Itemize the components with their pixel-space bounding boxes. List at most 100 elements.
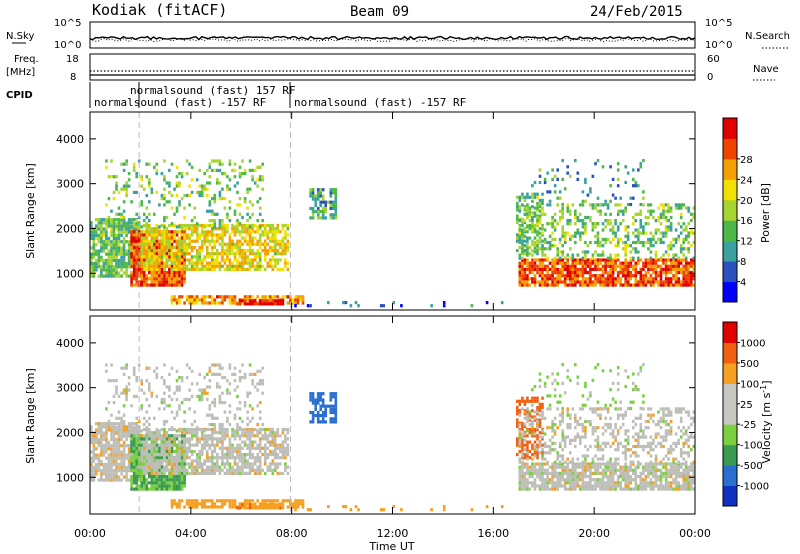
velocity-cell: [200, 468, 204, 472]
power-cell: [198, 190, 201, 194]
velocity-cell: [148, 385, 151, 389]
power-cell: [122, 162, 126, 166]
velocity-cell: [158, 453, 161, 457]
power-cell: [659, 264, 663, 268]
power-cell: [616, 237, 620, 241]
velocity-cell: [236, 471, 239, 475]
velocity-cell: [241, 427, 244, 432]
velocity-cell: [135, 456, 138, 460]
velocity-cell: [321, 420, 325, 424]
power-cell: [553, 264, 557, 268]
velocity-cell: [142, 427, 146, 432]
power-cell: [180, 233, 184, 237]
power-cell: [216, 295, 219, 299]
power-cell: [135, 190, 138, 194]
velocity-cell: [163, 431, 166, 435]
velocity-cell: [193, 434, 196, 438]
velocity-cell: [178, 468, 181, 472]
velocity-cell: [127, 447, 131, 451]
velocity-cell: [253, 385, 257, 389]
power-cell: [690, 277, 693, 281]
power-cell: [536, 267, 539, 271]
power-cell: [208, 209, 212, 213]
velocity-cell: [208, 471, 212, 475]
velocity-cell: [266, 427, 270, 432]
power-cell: [581, 203, 585, 207]
velocity-cell: [107, 456, 111, 460]
power-cell: [647, 261, 650, 265]
power-cell: [634, 180, 638, 185]
colorbar-tick-label: 20: [740, 196, 753, 207]
power-cell: [120, 249, 123, 253]
velocity-cell: [241, 440, 244, 444]
power-cell: [327, 200, 330, 204]
cpid-label: CPID: [6, 90, 33, 101]
power-cell: [566, 261, 569, 265]
power-cell: [170, 298, 174, 302]
power-cell: [596, 237, 600, 241]
velocity-cell: [276, 503, 280, 507]
velocity-cell: [168, 478, 171, 482]
velocity-cell: [246, 471, 249, 475]
velocity-cell: [294, 499, 297, 503]
power-cell: [178, 236, 181, 240]
velocity-cell: [526, 440, 529, 444]
velocity-cell: [261, 503, 264, 507]
power-cell: [518, 277, 522, 281]
power-cell: [145, 175, 149, 179]
power-cell: [211, 227, 214, 231]
power-cell: [135, 172, 138, 176]
power-cell: [125, 224, 128, 228]
velocity-cell: [258, 465, 262, 469]
velocity-cell: [236, 423, 239, 427]
power-cell: [599, 212, 602, 216]
power-cell: [137, 227, 141, 231]
velocity-cell: [324, 404, 327, 408]
power-cell: [211, 249, 214, 253]
velocity-cell: [168, 484, 171, 488]
power-cell: [276, 302, 280, 306]
power-cell: [153, 277, 156, 281]
velocity-cell: [276, 446, 280, 450]
velocity-cell: [291, 505, 295, 509]
velocity-cell: [175, 429, 179, 433]
velocity-cell: [188, 427, 191, 432]
velocity-cell: [206, 440, 209, 444]
power-cell: [100, 230, 103, 234]
power-cell: [211, 230, 214, 234]
power-cell: [599, 202, 602, 207]
velocity-cell: [150, 471, 154, 475]
velocity-cell: [226, 459, 229, 463]
power-cell: [165, 255, 169, 259]
velocity-cell: [183, 427, 186, 432]
velocity-cell: [231, 427, 234, 432]
velocity-cell: [516, 406, 519, 410]
power-cell: [263, 258, 267, 262]
velocity-cell: [150, 468, 154, 472]
power-cell: [591, 267, 595, 271]
power-cell: [148, 283, 151, 287]
power-cell: [132, 239, 136, 243]
velocity-cell: [168, 449, 171, 454]
velocity-cell: [269, 434, 272, 438]
power-cell: [216, 181, 219, 185]
velocity-cell: [132, 471, 136, 475]
power-cell: [226, 227, 229, 231]
velocity-cell: [150, 456, 154, 460]
velocity-cell: [256, 453, 259, 457]
velocity-cell: [163, 434, 166, 438]
velocity-cell: [127, 466, 131, 470]
velocity-cell: [253, 506, 257, 510]
power-cell: [558, 250, 562, 254]
power-cell: [105, 225, 108, 229]
power-cell: [599, 283, 602, 287]
power-cell: [654, 261, 658, 265]
power-cell: [211, 261, 214, 265]
power-cell: [274, 252, 277, 256]
velocity-cell: [110, 450, 113, 454]
velocity-cell: [271, 437, 275, 441]
power-cell: [221, 236, 224, 240]
power-cell: [692, 231, 696, 235]
power-cell: [669, 240, 673, 245]
power-cell: [518, 195, 522, 199]
